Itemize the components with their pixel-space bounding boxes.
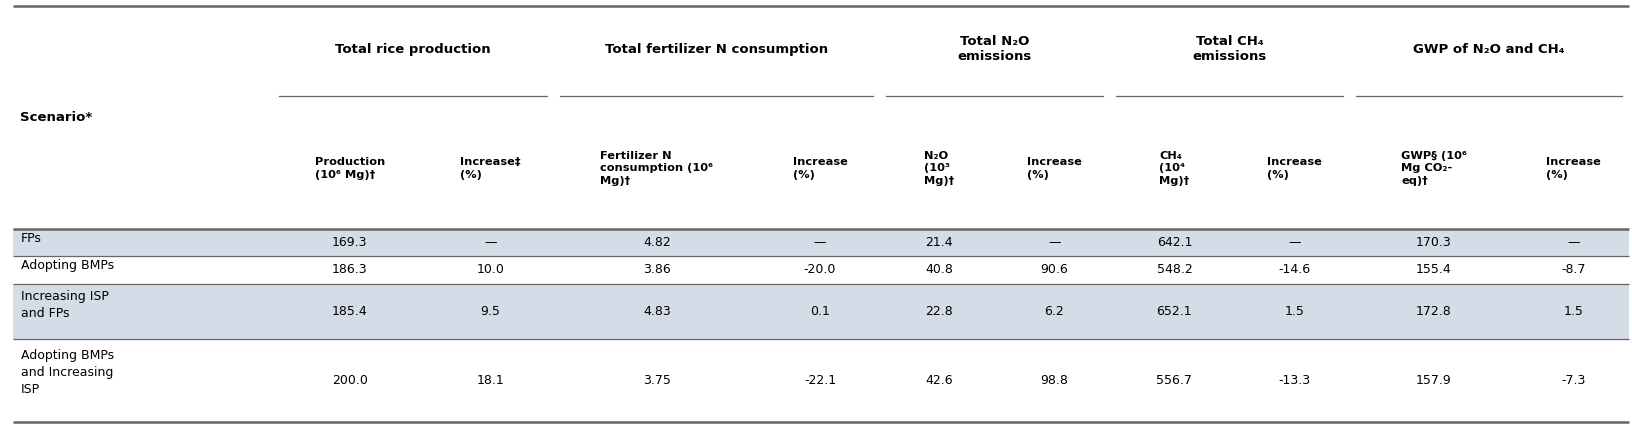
Bar: [13, 339, 1629, 422]
Text: -13.3: -13.3: [1278, 374, 1310, 387]
Text: 40.8: 40.8: [925, 263, 953, 276]
Text: —: —: [1567, 236, 1580, 249]
Text: Total CH₄
emissions: Total CH₄ emissions: [1193, 35, 1266, 63]
Text: 4.82: 4.82: [643, 236, 671, 249]
Text: -20.0: -20.0: [805, 263, 836, 276]
Text: Adopting BMPs: Adopting BMPs: [21, 259, 114, 272]
Text: Increasing ISP
and FPs: Increasing ISP and FPs: [21, 290, 109, 320]
Text: 98.8: 98.8: [1040, 374, 1069, 387]
Text: 6.2: 6.2: [1044, 305, 1064, 318]
Text: 186.3: 186.3: [331, 263, 367, 276]
Text: GWP of N₂O and CH₄: GWP of N₂O and CH₄: [1413, 42, 1565, 56]
Text: Total rice production: Total rice production: [335, 42, 491, 56]
Bar: [13, 229, 1629, 256]
Text: 42.6: 42.6: [925, 374, 953, 387]
Text: Adopting BMPs
and Increasing
ISP: Adopting BMPs and Increasing ISP: [21, 349, 114, 396]
Text: Increase
(%): Increase (%): [1027, 157, 1082, 179]
Text: 1.5: 1.5: [1563, 305, 1583, 318]
Text: 3.75: 3.75: [643, 374, 671, 387]
Text: 21.4: 21.4: [925, 236, 953, 249]
Text: Scenario*: Scenario*: [20, 111, 91, 124]
Text: 548.2: 548.2: [1157, 263, 1193, 276]
Text: 155.4: 155.4: [1417, 263, 1452, 276]
Text: -22.1: -22.1: [805, 374, 836, 387]
Text: Total N₂O
emissions: Total N₂O emissions: [958, 35, 1031, 63]
Text: 3.86: 3.86: [643, 263, 671, 276]
Bar: [13, 284, 1629, 339]
Text: 185.4: 185.4: [331, 305, 367, 318]
Text: 4.83: 4.83: [643, 305, 671, 318]
Text: Increase‡
(%): Increase‡ (%): [460, 157, 521, 179]
Bar: [13, 256, 1629, 284]
Text: 157.9: 157.9: [1417, 374, 1452, 387]
Text: 170.3: 170.3: [1417, 236, 1452, 249]
Text: Total fertilizer N consumption: Total fertilizer N consumption: [605, 42, 827, 56]
Text: Increase
(%): Increase (%): [793, 157, 847, 179]
Text: Fertilizer N
consumption (10⁶
Mg)†: Fertilizer N consumption (10⁶ Mg)†: [601, 151, 713, 186]
Text: Increase
(%): Increase (%): [1546, 157, 1601, 179]
Text: 0.1: 0.1: [809, 305, 831, 318]
Bar: [13, 6, 1629, 229]
Text: 169.3: 169.3: [333, 236, 367, 249]
Text: 1.5: 1.5: [1284, 305, 1304, 318]
Text: -14.6: -14.6: [1278, 263, 1310, 276]
Text: —: —: [814, 236, 826, 249]
Text: 10.0: 10.0: [477, 263, 504, 276]
Text: Increase
(%): Increase (%): [1266, 157, 1322, 179]
Text: 556.7: 556.7: [1157, 374, 1193, 387]
Text: —: —: [1288, 236, 1301, 249]
Text: N₂O
(10³
Mg)†: N₂O (10³ Mg)†: [924, 151, 955, 186]
Text: -7.3: -7.3: [1562, 374, 1586, 387]
Text: 9.5: 9.5: [480, 305, 499, 318]
Text: —: —: [1048, 236, 1061, 249]
Text: FPs: FPs: [21, 232, 42, 245]
Text: -8.7: -8.7: [1562, 263, 1586, 276]
Text: 22.8: 22.8: [925, 305, 953, 318]
Text: 652.1: 652.1: [1157, 305, 1193, 318]
Text: 172.8: 172.8: [1417, 305, 1452, 318]
Text: GWP§ (10⁶
Mg CO₂-
eq)†: GWP§ (10⁶ Mg CO₂- eq)†: [1400, 151, 1467, 186]
Text: 18.1: 18.1: [477, 374, 504, 387]
Text: 642.1: 642.1: [1157, 236, 1191, 249]
Text: 200.0: 200.0: [331, 374, 367, 387]
Text: CH₄
(10⁴
Mg)†: CH₄ (10⁴ Mg)†: [1159, 151, 1190, 186]
Text: Production
(10⁶ Mg)†: Production (10⁶ Mg)†: [315, 157, 385, 179]
Text: —: —: [485, 236, 496, 249]
Text: 90.6: 90.6: [1040, 263, 1067, 276]
